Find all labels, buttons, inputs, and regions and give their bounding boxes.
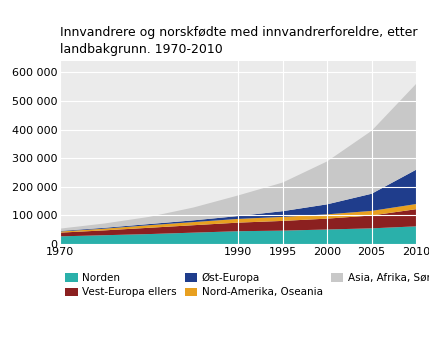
Legend: Norden, Vest-Europa ellers, Øst-Europa, Nord-Amerika, Oseania, Asia, Afrika, Sør: Norden, Vest-Europa ellers, Øst-Europa, … (65, 273, 429, 297)
Text: Innvandrere og norskfødte med innvandrerforeldre, etter
landbakgrunn. 1970-2010: Innvandrere og norskfødte med innvandrer… (60, 26, 417, 56)
